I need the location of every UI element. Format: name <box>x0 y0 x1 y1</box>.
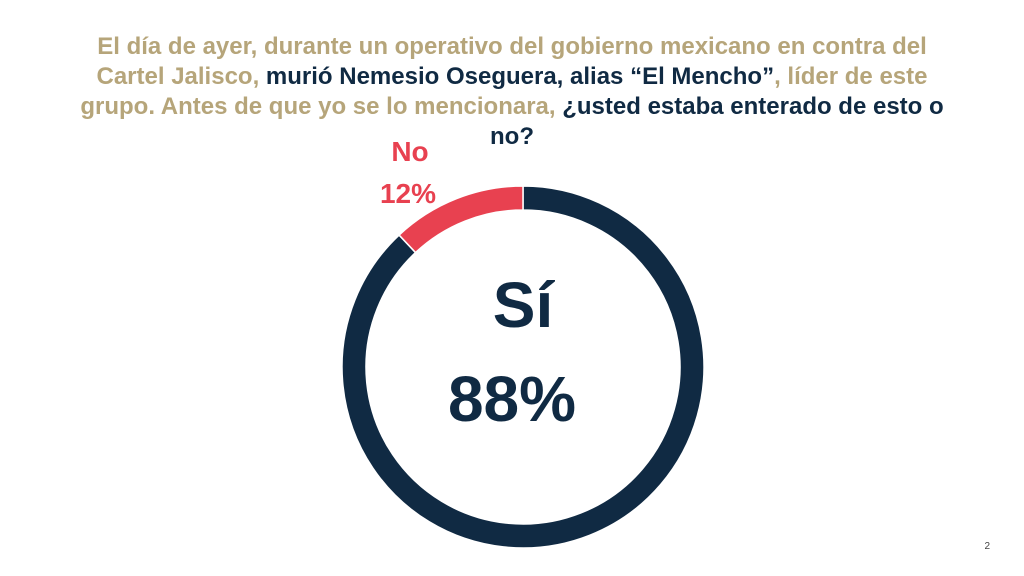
slice-si <box>341 185 705 549</box>
question-text: El día de ayer, durante un operativo del… <box>70 32 954 152</box>
value-no: 12% <box>380 178 436 209</box>
label-no: No <box>391 136 428 167</box>
label-si: Sí <box>493 269 556 341</box>
question-part-4: ¿usted estaba enterado de esto o no? <box>490 93 944 150</box>
value-si: 88% <box>448 363 576 435</box>
question-part-1: El día de ayer, durante un operativo del… <box>96 33 927 90</box>
question-part-2: murió Nemesio Oseguera, alias “El Mencho… <box>259 63 775 90</box>
page-number: 2 <box>984 541 990 552</box>
question-part-3: , líder de este grupo. Antes de que yo s… <box>80 63 928 120</box>
slice-no <box>398 185 524 254</box>
